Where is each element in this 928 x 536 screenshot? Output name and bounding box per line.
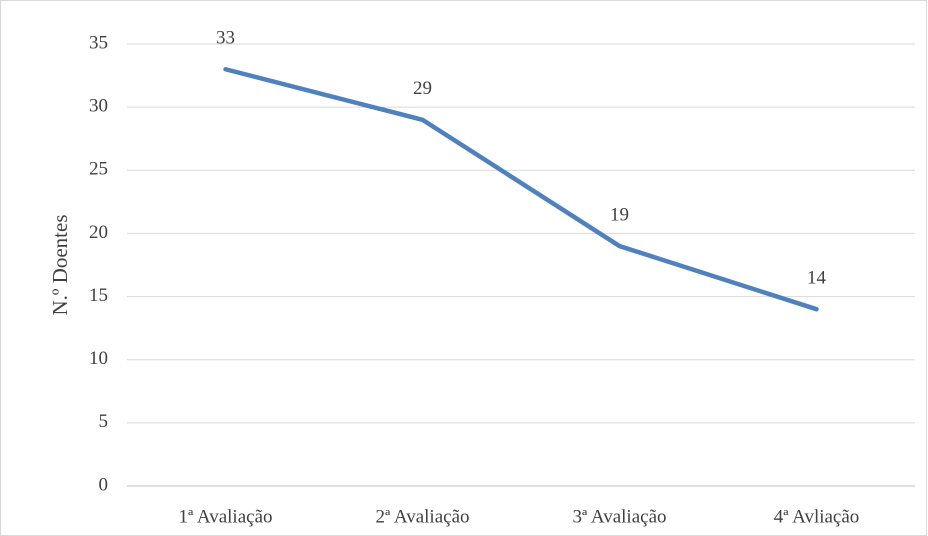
data-label: 33 xyxy=(216,28,235,49)
y-tick-label: 35 xyxy=(89,32,108,53)
y-tick-label: 25 xyxy=(89,159,108,180)
data-label: 29 xyxy=(413,78,432,99)
y-tick-label: 5 xyxy=(99,411,109,432)
x-tick-label: 2ª Avaliação xyxy=(375,506,469,527)
y-axis-title: N.º Doentes xyxy=(48,215,72,316)
data-label: 19 xyxy=(610,204,629,225)
y-tick-label: 0 xyxy=(99,474,109,495)
x-tick-label: 4ª Avliação xyxy=(774,506,860,527)
y-tick-label: 10 xyxy=(89,348,108,369)
line xyxy=(223,67,819,312)
y-tick-label: 15 xyxy=(89,285,108,306)
data-label: 14 xyxy=(807,268,827,289)
y-tick-label: 30 xyxy=(89,96,108,117)
y-tick-label: 20 xyxy=(89,222,108,243)
x-tick-label: 1ª Avaliação xyxy=(178,506,272,527)
x-tick-label: 3ª Avaliação xyxy=(572,506,666,527)
